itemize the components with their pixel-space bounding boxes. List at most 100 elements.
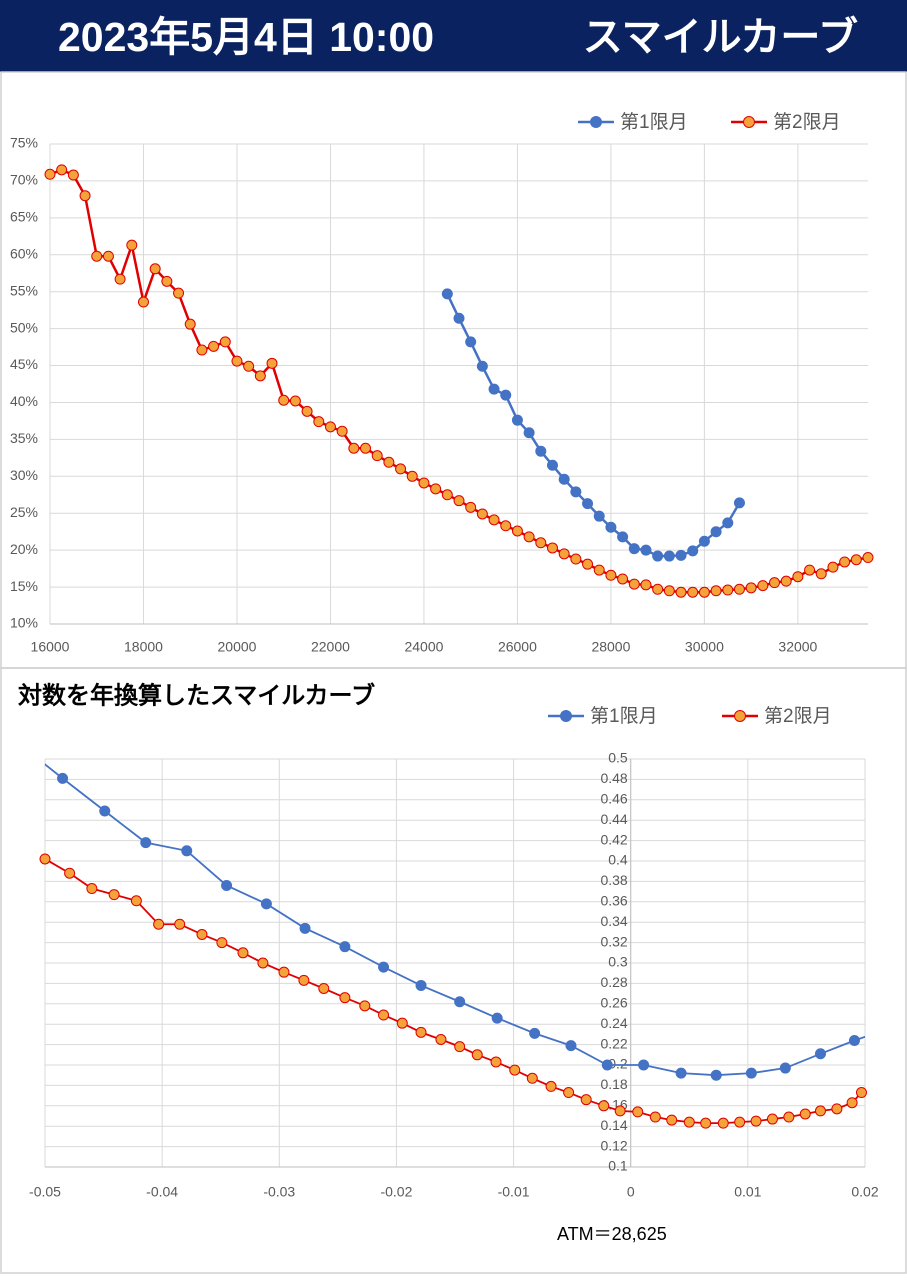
series-line: [45, 858, 863, 1125]
point: [601, 1059, 613, 1071]
legend-label: 第2限月: [764, 705, 832, 727]
point: [687, 586, 699, 598]
point: [108, 889, 120, 901]
legend-label: 第1限月: [590, 705, 658, 727]
point: [717, 1117, 729, 1129]
x-tick-label: 0.01: [734, 1184, 761, 1200]
y-tick-label: 75%: [10, 135, 38, 151]
point: [56, 164, 68, 176]
y-tick-label: 70%: [10, 172, 38, 188]
point: [453, 495, 465, 507]
point: [675, 586, 687, 598]
point: [396, 1017, 408, 1029]
point: [184, 318, 196, 330]
point: [722, 517, 734, 529]
y-tick-label: 55%: [10, 282, 38, 298]
y-tick-label: 0.14: [600, 1117, 627, 1133]
point: [257, 957, 269, 969]
point: [804, 564, 816, 576]
point: [523, 531, 535, 543]
y-tick-label: 65%: [10, 209, 38, 225]
point: [850, 554, 862, 566]
point: [632, 1106, 644, 1118]
point: [415, 1026, 427, 1038]
point: [39, 853, 51, 865]
panel-border: [0, 71, 907, 669]
point: [582, 558, 594, 570]
point: [529, 1027, 541, 1039]
point: [299, 922, 311, 934]
point: [526, 1072, 538, 1084]
point: [698, 535, 710, 547]
point: [628, 578, 640, 590]
point: [814, 1105, 826, 1117]
point: [511, 414, 523, 426]
y-tick-label: 0.34: [600, 913, 627, 929]
point: [666, 1114, 678, 1126]
header-bar: [0, 0, 907, 72]
legend-label: 第1限月: [620, 111, 688, 133]
point: [652, 583, 664, 595]
point: [44, 168, 56, 180]
point: [237, 947, 249, 959]
point: [173, 287, 185, 299]
point: [848, 1035, 860, 1047]
point: [500, 520, 512, 532]
point: [831, 1103, 843, 1115]
chart-title: 対数を年換算したスマイルカーブ: [18, 681, 375, 709]
point: [640, 544, 652, 556]
point: [745, 582, 757, 594]
point: [488, 514, 500, 526]
point: [862, 552, 874, 564]
point: [378, 961, 390, 973]
point: [476, 360, 488, 372]
y-tick-label: 0.32: [600, 933, 627, 949]
point: [488, 383, 500, 395]
point: [490, 1056, 502, 1068]
x-tick-label: -0.04: [146, 1184, 178, 1200]
point: [582, 498, 594, 510]
point: [558, 548, 570, 560]
point: [814, 1048, 826, 1060]
point: [153, 918, 165, 930]
point: [757, 580, 769, 592]
panel-border: [0, 667, 907, 1274]
x-tick-label: 24000: [404, 639, 443, 655]
legend-label: 第2限月: [773, 111, 841, 133]
x-tick-label: 16000: [31, 639, 70, 655]
header-title: スマイルカーブ: [583, 15, 858, 60]
y-tick-label: 15%: [10, 578, 38, 594]
y-tick-label: 40%: [10, 393, 38, 409]
point: [614, 1105, 626, 1117]
y-tick-label: 0.22: [600, 1035, 627, 1051]
y-tick-label: 0.28: [600, 974, 627, 990]
x-tick-label: 26000: [498, 639, 537, 655]
point: [663, 550, 675, 562]
point: [766, 1113, 778, 1125]
x-tick-label: 30000: [685, 639, 724, 655]
point: [67, 169, 79, 181]
point: [779, 1062, 791, 1074]
point: [663, 585, 675, 597]
x-tick-label: 32000: [778, 639, 817, 655]
x-tick-label: 20000: [218, 639, 257, 655]
y-tick-label: 0.46: [600, 791, 627, 807]
point: [99, 805, 111, 817]
point: [563, 1087, 575, 1099]
point: [683, 1116, 695, 1128]
point: [454, 1041, 466, 1053]
point: [465, 336, 477, 348]
y-tick-label: 20%: [10, 541, 38, 557]
point: [617, 531, 629, 543]
point: [780, 575, 792, 587]
point: [415, 979, 427, 991]
legend-marker: [590, 116, 602, 128]
point: [546, 459, 558, 471]
point: [102, 250, 114, 262]
y-tick-label: 0.36: [600, 893, 627, 909]
point: [605, 569, 617, 581]
point: [289, 395, 301, 407]
point: [580, 1094, 592, 1106]
point: [839, 556, 851, 568]
y-tick-label: 0.5: [608, 750, 628, 766]
